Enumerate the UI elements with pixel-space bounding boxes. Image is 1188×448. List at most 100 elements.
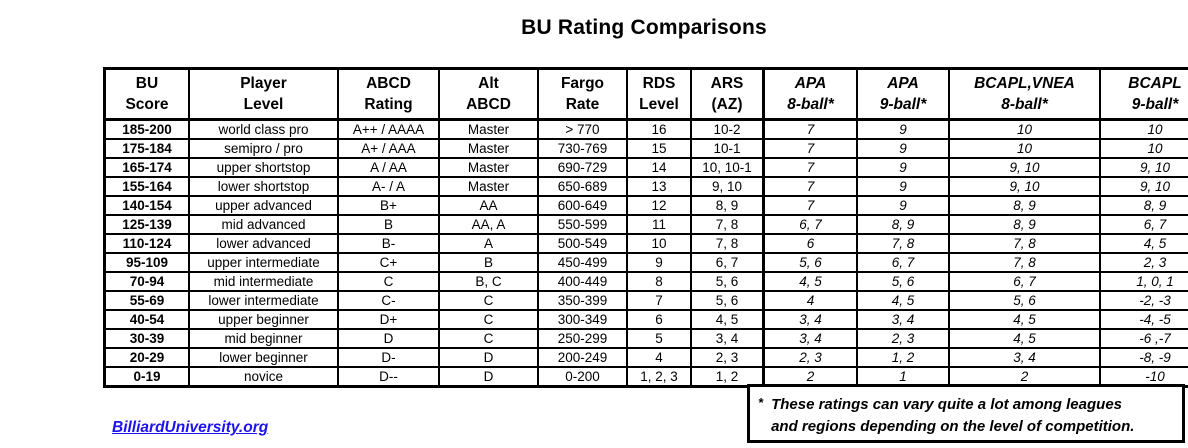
cell: 3, 4 <box>856 309 950 330</box>
cell: 15 <box>626 138 692 159</box>
cell: 110-124 <box>103 233 190 254</box>
cell: 6, 7 <box>690 252 765 273</box>
cell: upper shortstop <box>188 157 339 178</box>
column-header-2: ABCD Rating <box>337 67 440 121</box>
cell: A / AA <box>337 157 440 178</box>
cell: 155-164 <box>103 176 190 197</box>
cell: 300-349 <box>537 309 628 330</box>
cell: 9 <box>856 138 950 159</box>
footnote-box: * These ratings can vary quite a lot amo… <box>747 384 1185 443</box>
cell: 8, 9 <box>948 195 1101 216</box>
cell: 650-689 <box>537 176 628 197</box>
cell: A++ / AAAA <box>337 118 440 140</box>
cell: C+ <box>337 252 440 273</box>
cell: 4, 5 <box>762 271 858 292</box>
cell: 10 <box>948 138 1101 159</box>
cell: C <box>438 328 539 349</box>
cell: 4, 5 <box>690 309 765 330</box>
cell: 9, 10 <box>1099 157 1188 178</box>
cell: 55-69 <box>103 290 190 311</box>
cell: 2, 3 <box>856 328 950 349</box>
cell: A+ / AAA <box>337 138 440 159</box>
cell: A <box>438 233 539 254</box>
cell: D <box>438 347 539 368</box>
cell: 7 <box>626 290 692 311</box>
column-header-10: BCAPL 9-ball* <box>1099 67 1188 121</box>
cell: 125-139 <box>103 214 190 235</box>
cell: 5, 6 <box>762 252 858 273</box>
cell: upper advanced <box>188 195 339 216</box>
cell: Master <box>438 118 539 140</box>
cell: 6, 7 <box>948 271 1101 292</box>
cell: 9 <box>856 176 950 197</box>
cell: 8, 9 <box>948 214 1101 235</box>
cell: 6, 7 <box>762 214 858 235</box>
column-header-8: APA 9-ball* <box>856 67 950 121</box>
cell: 175-184 <box>103 138 190 159</box>
table-row: 165-174 upper shortstop A / AA Master 690-72… <box>103 157 1188 178</box>
cell: 95-109 <box>103 252 190 273</box>
table-row: 40-54 upper beginner D+ C 300-349 6 4, 5 3, 4 3,… <box>103 309 1188 330</box>
cell: D- <box>337 347 440 368</box>
cell: 4, 5 <box>948 309 1101 330</box>
cell: 8, 9 <box>856 214 950 235</box>
cell: 10-2 <box>690 118 765 140</box>
cell: 400-449 <box>537 271 628 292</box>
cell: 5, 6 <box>690 271 765 292</box>
cell: 250-299 <box>537 328 628 349</box>
cell: C <box>438 309 539 330</box>
billiard-university-link[interactable]: BilliardUniversity.org <box>112 419 269 436</box>
table-row: 175-184 semipro / pro A+ / AAA Master 730-76… <box>103 138 1188 159</box>
cell: 7 <box>762 176 858 197</box>
cell: 3, 4 <box>762 309 858 330</box>
cell: lower intermediate <box>188 290 339 311</box>
cell: C <box>438 290 539 311</box>
cell: 9 <box>856 157 950 178</box>
cell: 8, 9 <box>1099 195 1188 216</box>
cell: 12 <box>626 195 692 216</box>
cell: > 770 <box>537 118 628 140</box>
cell: 20-29 <box>103 347 190 368</box>
cell: 1, 2 <box>690 366 765 388</box>
footnote-line-1: These ratings can vary quite a lot among… <box>771 396 1123 413</box>
column-header-3: Alt ABCD <box>438 67 539 121</box>
cell: 730-769 <box>537 138 628 159</box>
cell: D <box>337 328 440 349</box>
cell: 500-549 <box>537 233 628 254</box>
cell: 8 <box>626 271 692 292</box>
cell: 70-94 <box>103 271 190 292</box>
cell: Master <box>438 138 539 159</box>
cell: 450-499 <box>537 252 628 273</box>
cell: Master <box>438 157 539 178</box>
cell: 7 <box>762 195 858 216</box>
cell: 6 <box>626 309 692 330</box>
cell: lower advanced <box>188 233 339 254</box>
cell: world class pro <box>188 118 339 140</box>
cell: 4 <box>626 347 692 368</box>
cell: lower shortstop <box>188 176 339 197</box>
cell: 4 <box>762 290 858 311</box>
cell: D+ <box>337 309 440 330</box>
cell: 8, 9 <box>690 195 765 216</box>
cell: mid beginner <box>188 328 339 349</box>
cell: A- / A <box>337 176 440 197</box>
column-header-0: BU Score <box>103 67 190 121</box>
cell: B+ <box>337 195 440 216</box>
cell: B, C <box>438 271 539 292</box>
cell: -4, -5 <box>1099 309 1188 330</box>
footnote-line-2: and regions depending on the level of co… <box>771 418 1135 435</box>
column-header-7: APA 8-ball* <box>762 67 858 121</box>
cell: -6 ,-7 <box>1099 328 1188 349</box>
cell: 1, 2 <box>856 347 950 368</box>
cell: 10 <box>948 118 1101 140</box>
cell: 7, 8 <box>948 252 1101 273</box>
column-header-1: Player Level <box>188 67 339 121</box>
column-header-6: ARS (AZ) <box>690 67 765 121</box>
cell: 4, 5 <box>948 328 1101 349</box>
cell: 7, 8 <box>856 233 950 254</box>
table-row: 155-164 lower shortstop A- / A Master 650-68… <box>103 176 1188 197</box>
cell: 7 <box>762 118 858 140</box>
cell: 5 <box>626 328 692 349</box>
cell: 9, 10 <box>948 176 1101 197</box>
